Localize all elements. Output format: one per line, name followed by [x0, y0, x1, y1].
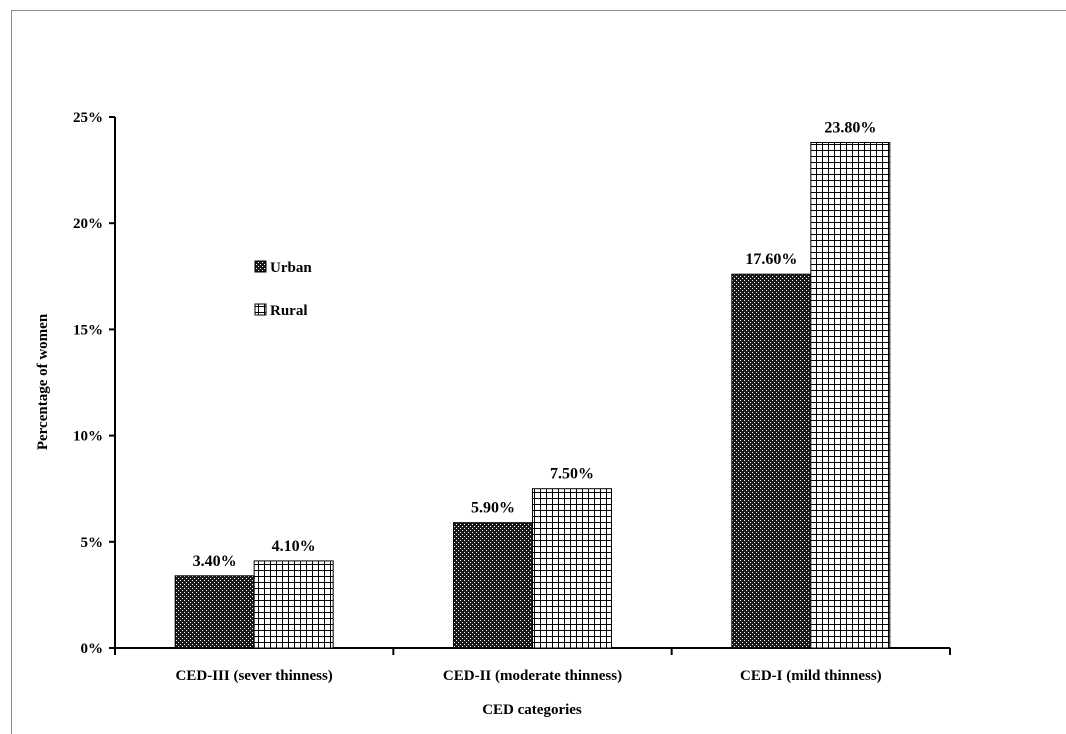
- chart-frame: [11, 10, 1066, 734]
- data-labels-group: 3.40% 4.10% 5.90% 7.50% 17.60% 23.80%: [193, 119, 877, 569]
- bar-rural: [810, 141, 891, 649]
- legend-swatch-urban: [254, 260, 267, 273]
- y-axis-title: Percentage of women: [35, 313, 51, 450]
- data-label-rural: 4.10%: [272, 538, 316, 555]
- x-category-label: CED-III (sever thinness): [176, 668, 333, 684]
- bar-urban: [174, 575, 255, 649]
- y-tick-label: 25%: [73, 110, 103, 126]
- y-tick-label: 15%: [73, 322, 103, 338]
- bars-group: [174, 141, 891, 649]
- y-tick-label: 0%: [81, 641, 104, 657]
- bar-rural: [532, 488, 612, 649]
- y-axis-ticks: 0% 5% 10% 15% 20% 25%: [73, 110, 115, 657]
- bar-urban: [453, 522, 533, 649]
- x-category-label: CED-I (mild thinness): [740, 668, 882, 684]
- data-label-rural: 23.80%: [824, 119, 876, 136]
- legend-swatch-rural: [254, 303, 267, 316]
- x-axis-title: CED categories: [482, 702, 582, 718]
- data-label-urban: 17.60%: [745, 251, 797, 268]
- x-category-label: CED-II (moderate thinness): [443, 668, 622, 684]
- legend: Urban Rural: [254, 260, 312, 319]
- y-tick-label: 20%: [73, 216, 103, 232]
- bar-urban: [731, 273, 812, 649]
- y-tick-label: 5%: [81, 535, 104, 551]
- x-axis-ticks: [114, 648, 951, 655]
- y-tick-label: 10%: [73, 429, 103, 445]
- data-label-rural: 7.50%: [550, 466, 594, 483]
- legend-label-rural: Rural: [270, 303, 308, 319]
- category-labels-group: CED-III (sever thinness) CED-II (moderate…: [176, 668, 882, 684]
- legend-label-urban: Urban: [270, 260, 312, 276]
- data-label-urban: 5.90%: [471, 500, 515, 517]
- data-label-urban: 3.40%: [193, 553, 237, 570]
- bar-rural: [253, 560, 334, 649]
